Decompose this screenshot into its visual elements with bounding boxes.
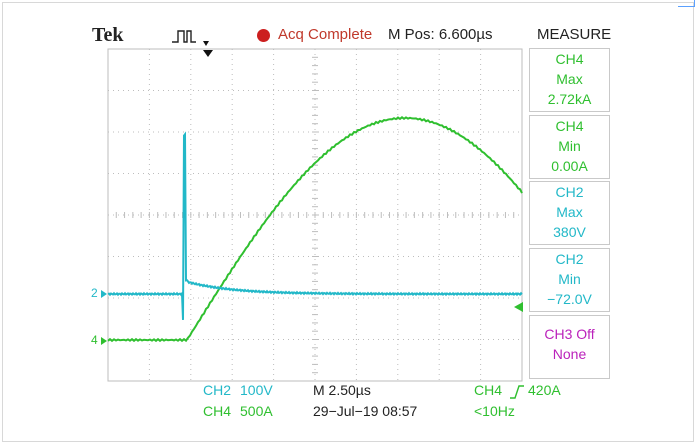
- ch4-waveform: [107, 116, 523, 343]
- timebase: M 2.50µs: [313, 382, 371, 398]
- measure-value: 0.00A: [551, 158, 588, 174]
- trigger-level: 420A: [528, 382, 561, 398]
- measure-value: 380V: [553, 224, 586, 240]
- ch2-waveform: [107, 131, 523, 320]
- measure-channel: CH3 Off: [544, 326, 595, 342]
- ch4-scale-value: 500A: [240, 403, 273, 419]
- measure-ch2-min[interactable]: CH2 Min −72.0V: [529, 248, 610, 312]
- ch2-ground-marker: 2: [91, 286, 98, 300]
- measure-type: Min: [558, 271, 581, 287]
- ch2-scale-value: 100V: [240, 382, 273, 398]
- trigger-level-marker: [514, 302, 523, 312]
- measure-ch4-min[interactable]: CH4 Min 0.00A: [529, 115, 610, 179]
- ch4-scale-label: CH4: [203, 403, 232, 419]
- measure-channel: CH2: [555, 184, 584, 200]
- trigger-position-marker: [203, 50, 213, 57]
- measure-type: Max: [556, 204, 583, 220]
- measure-channel: CH4: [555, 118, 584, 134]
- measure-type: Max: [556, 71, 583, 87]
- rising-edge-icon: [510, 385, 524, 399]
- square-pulse-icon: [172, 30, 209, 46]
- trigger-frequency: <10Hz: [474, 403, 515, 419]
- measure-ch3[interactable]: CH3 Off None: [529, 315, 610, 379]
- measure-value: 2.72kA: [547, 91, 592, 107]
- measure-value: −72.0V: [547, 291, 592, 307]
- graticule: [107, 48, 523, 382]
- measure-menu-title[interactable]: MEASURE: [537, 26, 612, 43]
- ch2-scale-label: CH2: [203, 382, 232, 398]
- ch4-ground-marker: 4: [91, 333, 98, 347]
- ch2-ground-arrow: [101, 290, 107, 298]
- brand-logo: Tek: [92, 24, 124, 46]
- corner-handle: [678, 0, 695, 7]
- trigger-source: CH4: [474, 382, 503, 398]
- measure-channel: CH2: [555, 251, 584, 267]
- measure-channel: CH4: [555, 51, 584, 67]
- acquisition-status-dot: [257, 29, 270, 42]
- horizontal-position: M Pos: 6.600µs: [388, 26, 493, 43]
- measure-type: None: [552, 346, 587, 362]
- ch4-ground-arrow: [101, 337, 107, 345]
- acquisition-status: Acq Complete: [278, 26, 373, 43]
- measure-type: Min: [558, 138, 581, 154]
- measure-ch4-max[interactable]: CH4 Max 2.72kA: [529, 48, 610, 112]
- measure-ch2-max[interactable]: CH2 Max 380V: [529, 181, 610, 245]
- acquisition-date: 29−Jul−19 08:57: [313, 403, 418, 419]
